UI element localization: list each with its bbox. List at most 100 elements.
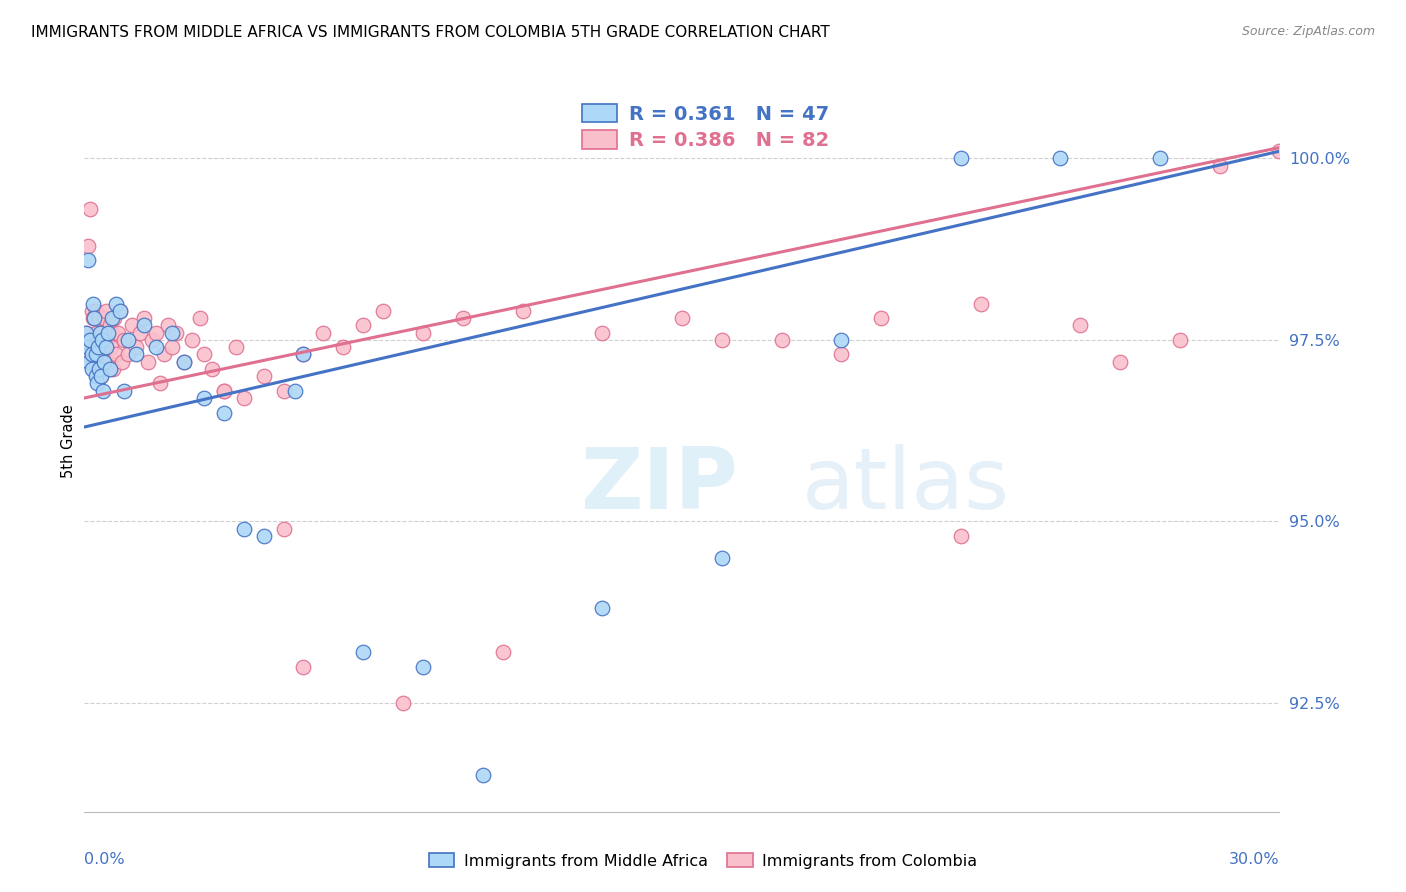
Point xyxy=(830,347,852,361)
Point xyxy=(110,304,132,318)
Point xyxy=(173,354,195,368)
Point xyxy=(412,326,434,340)
Point xyxy=(253,369,276,384)
Point xyxy=(96,333,118,347)
Point xyxy=(671,311,693,326)
Point xyxy=(96,340,118,354)
Point xyxy=(145,326,167,340)
Text: Source: ZipAtlas.com: Source: ZipAtlas.com xyxy=(1241,25,1375,38)
Point xyxy=(75,326,97,340)
Point xyxy=(84,369,107,384)
Point xyxy=(157,318,180,333)
Point xyxy=(132,318,156,333)
Point xyxy=(82,311,104,326)
Point xyxy=(97,326,120,340)
Point xyxy=(870,311,893,326)
Point xyxy=(105,296,128,310)
Point xyxy=(165,326,187,340)
Point xyxy=(125,340,148,354)
Point xyxy=(110,304,132,318)
Point xyxy=(1069,318,1091,333)
Point xyxy=(253,529,276,543)
Point xyxy=(121,318,143,333)
Point xyxy=(79,333,101,347)
Y-axis label: 5th Grade: 5th Grade xyxy=(60,405,76,478)
Point xyxy=(149,376,172,391)
Point xyxy=(1109,354,1132,368)
Point xyxy=(201,362,224,376)
Point xyxy=(1209,159,1232,173)
Text: 30.0%: 30.0% xyxy=(1229,852,1279,867)
Point xyxy=(970,296,993,310)
Point xyxy=(93,384,115,398)
Point xyxy=(112,333,135,347)
Point xyxy=(79,202,101,217)
Point xyxy=(212,405,235,419)
Point xyxy=(117,347,139,361)
Point xyxy=(101,311,124,326)
Point xyxy=(949,152,972,166)
Point xyxy=(82,340,104,354)
Point xyxy=(949,529,972,543)
Point xyxy=(80,304,103,318)
Point xyxy=(129,326,152,340)
Point xyxy=(77,354,100,368)
Point xyxy=(90,369,112,384)
Point xyxy=(100,340,122,354)
Point xyxy=(80,347,103,361)
Point xyxy=(145,340,167,354)
Point xyxy=(90,369,112,384)
Text: IMMIGRANTS FROM MIDDLE AFRICA VS IMMIGRANTS FROM COLOMBIA 5TH GRADE CORRELATION : IMMIGRANTS FROM MIDDLE AFRICA VS IMMIGRA… xyxy=(31,25,830,40)
Point xyxy=(86,304,108,318)
Point xyxy=(412,659,434,673)
Point xyxy=(89,347,111,361)
Point xyxy=(312,326,335,340)
Point xyxy=(86,347,108,361)
Point xyxy=(512,304,534,318)
Point xyxy=(136,354,159,368)
Point xyxy=(273,522,295,536)
Point xyxy=(292,347,315,361)
Point xyxy=(98,362,121,376)
Point xyxy=(173,354,195,368)
Point xyxy=(112,384,135,398)
Point xyxy=(97,354,120,368)
Text: ZIP: ZIP xyxy=(581,444,738,527)
Point xyxy=(710,333,733,347)
Point xyxy=(105,347,128,361)
Point xyxy=(352,645,374,659)
Point xyxy=(117,333,139,347)
Point xyxy=(273,384,295,398)
Point xyxy=(107,326,129,340)
Point xyxy=(111,354,134,368)
Point xyxy=(1149,152,1171,166)
Point xyxy=(710,550,733,565)
Point xyxy=(87,340,110,354)
Point xyxy=(82,362,104,376)
Point xyxy=(77,238,100,252)
Point xyxy=(770,333,793,347)
Point xyxy=(101,362,124,376)
Point xyxy=(1268,145,1291,159)
Point xyxy=(86,376,108,391)
Point xyxy=(212,384,235,398)
Point xyxy=(471,768,494,782)
Point xyxy=(86,362,108,376)
Point xyxy=(98,318,121,333)
Point xyxy=(84,326,107,340)
Point xyxy=(392,696,415,710)
Point xyxy=(160,340,183,354)
Legend: R = 0.361   N = 47, R = 0.386   N = 82: R = 0.361 N = 47, R = 0.386 N = 82 xyxy=(575,95,837,158)
Point xyxy=(91,326,114,340)
Point xyxy=(93,354,115,368)
Point xyxy=(132,311,156,326)
Point xyxy=(94,340,117,354)
Point xyxy=(232,391,254,405)
Point xyxy=(332,340,354,354)
Point xyxy=(373,304,395,318)
Point xyxy=(591,326,613,340)
Legend: Immigrants from Middle Africa, Immigrants from Colombia: Immigrants from Middle Africa, Immigrant… xyxy=(422,847,984,875)
Point xyxy=(87,333,110,347)
Text: 0.0%: 0.0% xyxy=(84,852,125,867)
Point xyxy=(153,347,176,361)
